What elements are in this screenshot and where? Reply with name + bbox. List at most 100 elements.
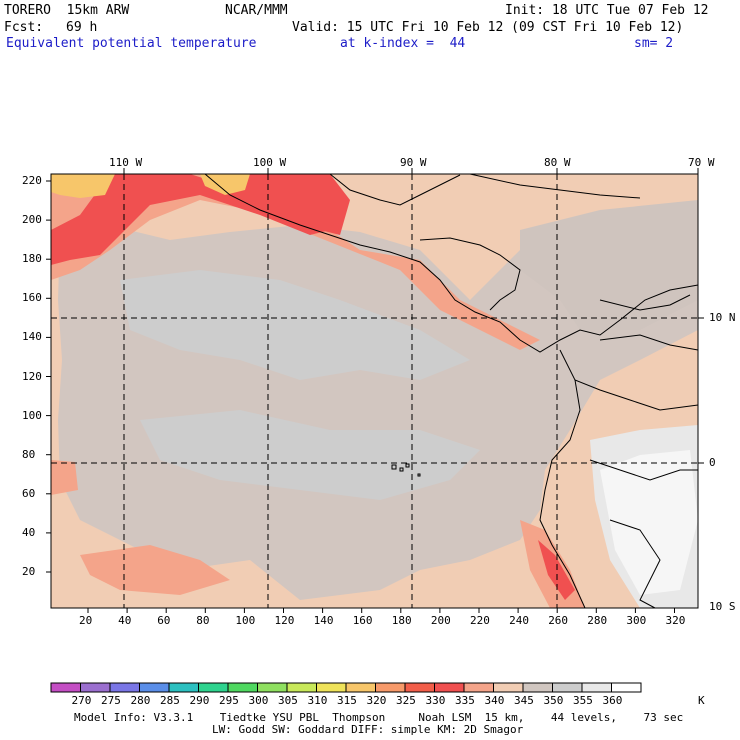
forecast-label: Fcst: <box>4 20 44 35</box>
border-venezuela <box>599 334 699 351</box>
colorbar-label: 330 <box>425 694 446 707</box>
y-grid-label: 100 <box>22 408 42 422</box>
colorbar-swatch <box>375 682 406 693</box>
colorbar <box>50 682 642 693</box>
y-grid-label: 20 <box>22 565 36 578</box>
x-grid-label: 280 <box>587 614 608 627</box>
field-region-350-355 <box>120 270 470 380</box>
colorbar-label: 325 <box>396 694 416 707</box>
coastline-cuba <box>469 173 641 199</box>
colorbar-swatch <box>493 682 524 693</box>
y-grid-label: 180 <box>22 252 42 266</box>
colorbar-swatch <box>522 682 553 693</box>
x-grid-label: 80 <box>196 614 210 627</box>
y-grid-label: 40 <box>22 525 36 539</box>
lat-label-0: 0 <box>709 456 716 469</box>
colorbar-swatch <box>198 682 229 693</box>
colorbar-label: 350 <box>543 694 564 707</box>
coastline-yucatan <box>329 173 461 206</box>
colorbar-label: 355 <box>573 694 593 707</box>
x-grid-label: 300 <box>626 614 647 627</box>
lon-label-90w: 90 W <box>400 156 427 169</box>
colorbar-swatch <box>227 682 258 693</box>
colorbar-swatch <box>50 682 81 693</box>
galapagos-islands <box>391 463 421 477</box>
init-time: Init: 18 UTC Tue 07 Feb 12 <box>505 3 709 18</box>
x-grid-label: 200 <box>430 614 451 627</box>
coastline-mexico <box>204 173 699 353</box>
lon-label-110w: 110 W <box>109 156 143 169</box>
colorbar-label: 340 <box>484 694 505 707</box>
border-andes <box>574 379 699 411</box>
border-bolivia <box>609 519 661 609</box>
coastline-central-america <box>419 237 521 311</box>
x-grid-label: 100 <box>235 614 256 627</box>
lat-label-10s: 10 S <box>709 600 736 613</box>
center-name: NCAR/MMM <box>225 3 288 18</box>
valid-time: Valid: 15 UTC Fri 10 Feb 12 (09 CST Fri … <box>292 20 684 35</box>
field-name: Equivalent potential temperature <box>6 36 257 51</box>
x-grid-label: 40 <box>118 614 132 627</box>
y-grid-label: 140 <box>22 330 42 344</box>
plot-frame <box>50 173 699 609</box>
model-name: TORERO 15km ARW <box>4 3 130 18</box>
colorbar-label: 305 <box>278 694 298 707</box>
level-info: at k-index = 44 <box>340 36 466 51</box>
colorbar-swatch <box>552 682 583 693</box>
colorbar-label: 360 <box>602 694 623 707</box>
lat-label-10n: 10 N <box>709 311 736 324</box>
x-grid-label: 260 <box>548 614 569 627</box>
x-grid-label: 120 <box>274 614 295 627</box>
colorbar-label: 300 <box>248 694 269 707</box>
land-grey <box>520 200 698 330</box>
colorbar-label: 315 <box>337 694 357 707</box>
field-region-335-340-b <box>80 545 230 595</box>
colorbar-label: 285 <box>160 694 180 707</box>
border-peru-brazil <box>589 459 698 481</box>
y-grid-label: 120 <box>22 369 42 383</box>
colorbar-swatch <box>168 682 199 693</box>
lon-label-100w: 100 W <box>253 156 287 169</box>
colorbar-swatch <box>434 682 465 693</box>
colorbar-label: 310 <box>307 694 328 707</box>
colorbar-label: 345 <box>514 694 534 707</box>
colorbar-swatch <box>463 682 494 693</box>
colorbar-swatch <box>257 682 288 693</box>
field-region-320-325 <box>51 174 115 198</box>
colorbar-label: 275 <box>101 694 121 707</box>
colorbar-unit: K <box>698 694 705 707</box>
x-grid-label: 160 <box>352 614 373 627</box>
colorbar-swatch <box>139 682 170 693</box>
colorbar-swatch <box>80 682 111 693</box>
colorbar-swatch <box>316 682 347 693</box>
field-region-360 <box>600 450 698 595</box>
x-grid-label: 140 <box>313 614 334 627</box>
x-grid-label: 60 <box>157 614 171 627</box>
colorbar-label: 280 <box>130 694 151 707</box>
x-grid-label: 240 <box>509 614 529 627</box>
colorbar-label: 270 <box>71 694 92 707</box>
lon-label-70w: 70 W <box>688 156 715 169</box>
coastline-caribbean <box>599 294 691 311</box>
colorbar-label: 295 <box>219 694 239 707</box>
y-grid-label: 60 <box>22 486 36 500</box>
x-grid-label: 180 <box>391 614 412 627</box>
colorbar-swatch <box>109 682 140 693</box>
colorbar-label: 320 <box>366 694 387 707</box>
model-info-line2: LW: Godd SW: Goddard DIFF: simple KM: 2D… <box>212 723 524 736</box>
colorbar-swatch <box>286 682 317 693</box>
x-grid-label: 20 <box>79 614 93 627</box>
field-region-335-340-d <box>51 460 78 495</box>
coastline-south-america <box>539 349 586 609</box>
x-grid-label: 220 <box>470 614 490 627</box>
field-region-350-355-b <box>140 410 480 500</box>
colorbar-swatch <box>581 682 612 693</box>
y-grid-label: 220 <box>22 174 42 187</box>
y-grid-label: 160 <box>22 291 42 305</box>
y-grid-label: 200 <box>22 213 42 227</box>
y-grid-label: 80 <box>22 447 36 461</box>
x-grid-label: 320 <box>665 614 686 627</box>
colorbar-label: 290 <box>189 694 210 707</box>
colorbar-swatch <box>611 682 642 693</box>
